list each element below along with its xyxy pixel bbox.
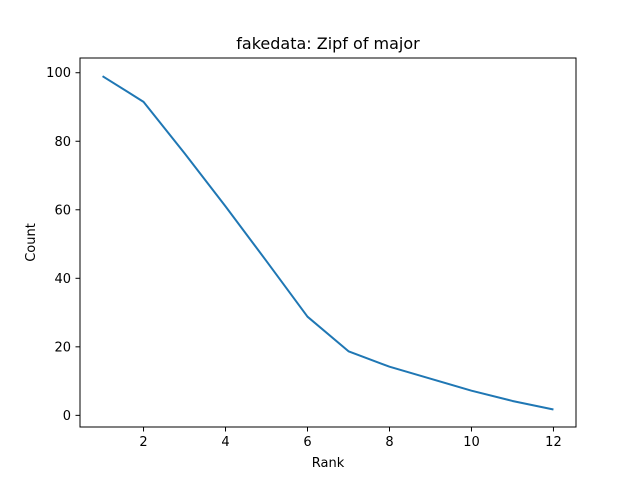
y-tick-label: 40 [54, 272, 71, 287]
y-tick-label: 20 [54, 340, 71, 355]
series-line [102, 75, 554, 411]
y-tick-label: 80 [54, 135, 71, 150]
x-tick-label: 10 [463, 435, 480, 450]
x-tick-label: 6 [303, 435, 311, 450]
axis-ticks: 2 4 6 8 10 12 0 20 40 60 80 100 [46, 66, 562, 450]
chart-title: fakedata: Zipf of major [236, 34, 420, 53]
x-tick-label: 4 [221, 435, 229, 450]
series-group [102, 75, 554, 411]
x-axis-label: Rank [312, 456, 345, 471]
x-tick-label: 8 [385, 435, 393, 450]
y-axis-label: Count [24, 223, 39, 262]
y-tick-label: 0 [63, 409, 71, 424]
x-tick-label: 2 [139, 435, 147, 450]
plot-area-frame [79, 57, 577, 428]
y-tick-label: 60 [54, 203, 71, 218]
x-tick-label: 12 [545, 435, 562, 450]
y-tick-label: 100 [46, 66, 71, 81]
